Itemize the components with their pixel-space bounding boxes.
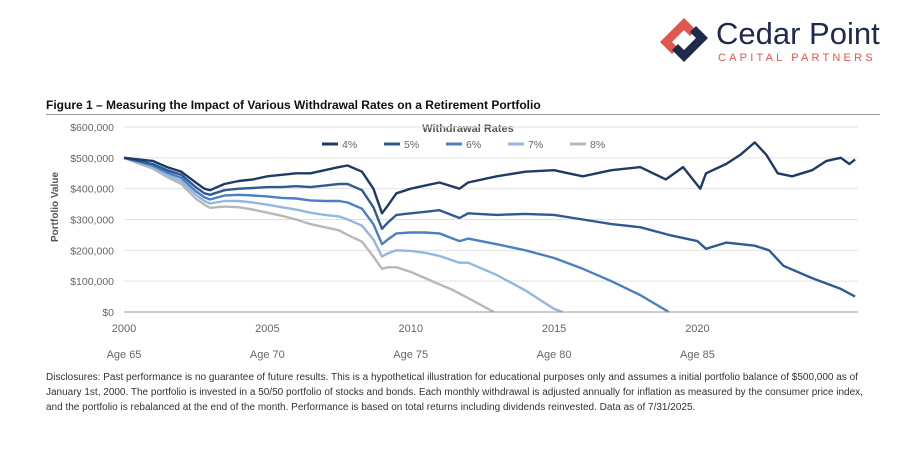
brand-tagline: CAPITAL PARTNERS: [718, 52, 876, 64]
legend-title: Withdrawal Rates: [422, 123, 514, 135]
legend-label: 7%: [528, 139, 543, 151]
disclosures-text: Disclosures: Past performance is no guar…: [46, 372, 863, 413]
series-line-4pct: [123, 141, 856, 215]
y-tick-label: $300,000: [70, 215, 114, 227]
legend-label: 5%: [404, 139, 419, 151]
y-tick-label: $400,000: [70, 184, 114, 196]
withdrawal-rates-line-chart: Portfolio Value Withdrawal Rates 4% 5% 6% 7…: [50, 122, 858, 361]
series-line-5pct: [123, 156, 856, 298]
x-tick-label: 2015: [542, 323, 566, 335]
age-label: Age 75: [393, 349, 428, 361]
title-divider: [46, 114, 880, 115]
age-label: Age 65: [107, 349, 142, 361]
x-tick-label: 2005: [255, 323, 279, 335]
series-line-8pct: [123, 156, 495, 314]
y-tick-label: $0: [102, 307, 114, 319]
y-tick-label: $600,000: [70, 122, 114, 134]
legend-label: 6%: [466, 139, 481, 151]
series-line-7pct: [123, 156, 564, 314]
x-tick-label: 2020: [685, 323, 709, 335]
y-tick-label: $200,000: [70, 245, 114, 257]
legend-label: 8%: [590, 139, 605, 151]
series-line-6pct: [123, 156, 670, 314]
company-logo: Cedar Point CAPITAL PARTNERS: [658, 14, 880, 70]
y-tick-label: $500,000: [70, 153, 114, 165]
y-axis-label: Portfolio Value: [50, 172, 61, 242]
y-tick-label: $100,000: [70, 276, 114, 288]
x-tick-label: 2000: [112, 323, 136, 335]
legend-label: 4%: [342, 139, 357, 151]
age-label: Age 70: [250, 349, 285, 361]
age-label: Age 80: [537, 349, 572, 361]
figure-title: Figure 1 – Measuring the Impact of Vario…: [46, 98, 541, 112]
age-label: Age 85: [680, 349, 715, 361]
brand-name: Cedar Point: [716, 16, 880, 51]
x-tick-label: 2010: [398, 323, 422, 335]
logo-mark-icon: [660, 18, 708, 62]
